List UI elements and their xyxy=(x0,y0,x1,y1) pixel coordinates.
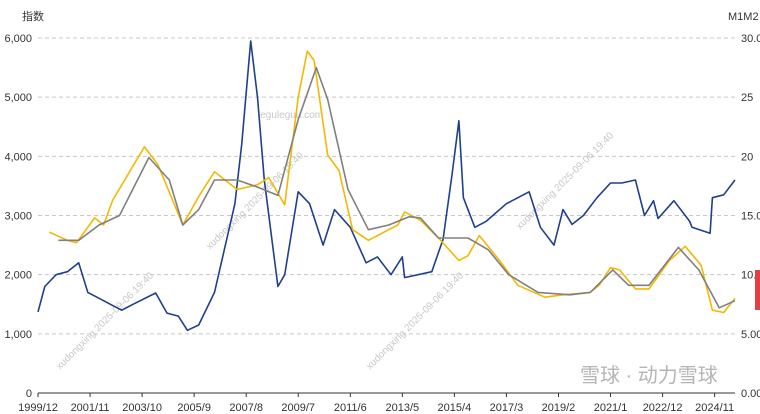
left-tick-label: 6,000 xyxy=(4,33,32,45)
left-tick-label: 2,000 xyxy=(4,270,32,282)
x-tick-label: 2003/10 xyxy=(122,402,162,414)
m2-line xyxy=(58,66,736,309)
gridlines xyxy=(38,37,735,394)
right-tick-label: 0.00 xyxy=(741,388,760,400)
m1-line xyxy=(48,50,736,314)
x-tick-label: 2015/4 xyxy=(438,402,472,414)
x-tick-label: 2017/3 xyxy=(490,402,524,414)
x-tick-label: 2019/2 xyxy=(542,402,576,414)
x-axis-ticks: 1999/12 2001/11 2003/10 2005/9 2007/8 2009/7 2… xyxy=(18,393,734,414)
watermarks: xudongxing 2025-09-06 19:40 xudongxing 20… xyxy=(54,110,616,372)
watermark-stamp: xudongxing 2025-09-06 19:40 xyxy=(54,270,156,372)
x-tick-label: 2007/8 xyxy=(229,402,263,414)
right-tick-label: 25 xyxy=(741,92,753,104)
right-axis-title: M1M2 xyxy=(728,11,759,23)
right-tick-label: 30.00 xyxy=(741,33,760,45)
x-tick-label: 2013/5 xyxy=(386,402,420,414)
x-tick-label: 2005/9 xyxy=(177,402,211,414)
side-marker xyxy=(755,270,760,310)
x-tick-label: 2001/11 xyxy=(71,402,110,414)
left-tick-label: 3,000 xyxy=(4,211,32,223)
right-tick-label: 15.00 xyxy=(741,211,760,223)
x-tick-label: 2011/6 xyxy=(334,402,367,414)
x-tick-label: 2009/7 xyxy=(281,402,315,414)
xueqiu-logo: 雪球 · 动力雪球 xyxy=(580,364,718,387)
left-axis-ticks: 0 1,000 2,000 3,000 4,000 5,000 6,000 xyxy=(4,33,32,400)
left-tick-label: 1,000 xyxy=(4,329,32,341)
left-tick-label: 5,000 xyxy=(4,92,32,104)
watermark-site: leguleguu.com xyxy=(258,110,323,121)
right-tick-label: 20 xyxy=(741,151,753,163)
right-tick-label: 5.00 xyxy=(741,329,760,341)
x-tick-label: 2022/12 xyxy=(643,402,683,414)
x-tick-label: 2024/11 xyxy=(695,402,734,414)
x-tick-label: 2021/1 xyxy=(594,402,628,414)
left-axis-title: 指数 xyxy=(22,9,44,23)
series-lines xyxy=(37,40,736,332)
left-tick-label: 4,000 xyxy=(4,151,32,163)
watermark-stamp: xudongxing 2025-09-06 19:40 xyxy=(514,130,616,232)
x-tick-label: 1999/12 xyxy=(18,402,58,414)
watermark-stamp: xudongxing 2025-09-06 19:40 xyxy=(364,270,466,372)
left-tick-label: 0 xyxy=(26,388,32,400)
index-line xyxy=(37,40,736,332)
